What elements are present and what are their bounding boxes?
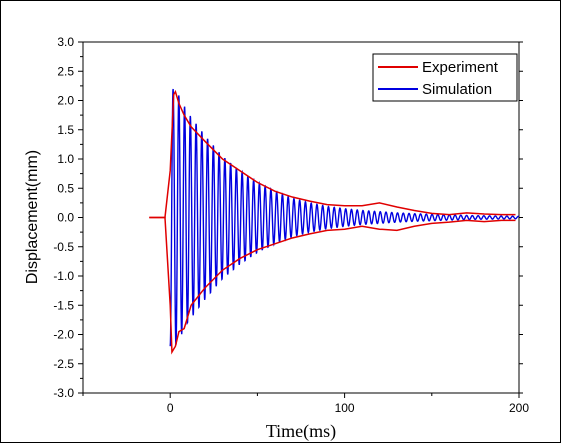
y-tick-label: 0.0 bbox=[57, 211, 74, 225]
x-tick-label: 100 bbox=[335, 401, 355, 415]
x-tick-label: 200 bbox=[509, 401, 529, 415]
y-tick-label: 1.5 bbox=[57, 123, 74, 137]
y-tick-label: 3.0 bbox=[57, 35, 74, 49]
y-tick-label: 2.0 bbox=[57, 94, 74, 108]
series-layer bbox=[149, 88, 520, 355]
series-experiment-lower-line bbox=[149, 216, 516, 355]
y-tick-label: 1.0 bbox=[57, 152, 74, 166]
y-tick-label: -1.0 bbox=[53, 269, 74, 283]
legend-label-experiment: Experiment bbox=[422, 59, 499, 76]
y-tick-label: -2.0 bbox=[53, 328, 74, 342]
y-tick-label: -1.5 bbox=[53, 298, 74, 312]
y-tick-label: -0.5 bbox=[53, 240, 74, 254]
y-tick-label: -3.0 bbox=[53, 386, 74, 400]
x-axis-label: Time(ms) bbox=[266, 421, 336, 442]
legend: Experiment Simulation bbox=[372, 53, 518, 102]
legend-box bbox=[372, 53, 518, 102]
x-axis: 0 100 200 bbox=[82, 393, 529, 415]
series-simulation-line bbox=[169, 88, 520, 348]
y-tick-label: 0.5 bbox=[57, 181, 74, 195]
series-experiment-upper-line bbox=[149, 89, 516, 219]
y-axis-label: Displacement(mm) bbox=[24, 150, 41, 284]
y-axis: -3.0 -2.5 -2.0 -1.5 -1.0 -0.5 0.0 0.5 1.0 1.5 2.0 2… bbox=[53, 35, 523, 400]
y-tick-label: -2.5 bbox=[53, 357, 74, 371]
legend-label-simulation: Simulation bbox=[422, 81, 492, 98]
y-tick-label: 2.5 bbox=[57, 64, 74, 78]
x-tick-label: 0 bbox=[167, 401, 174, 415]
